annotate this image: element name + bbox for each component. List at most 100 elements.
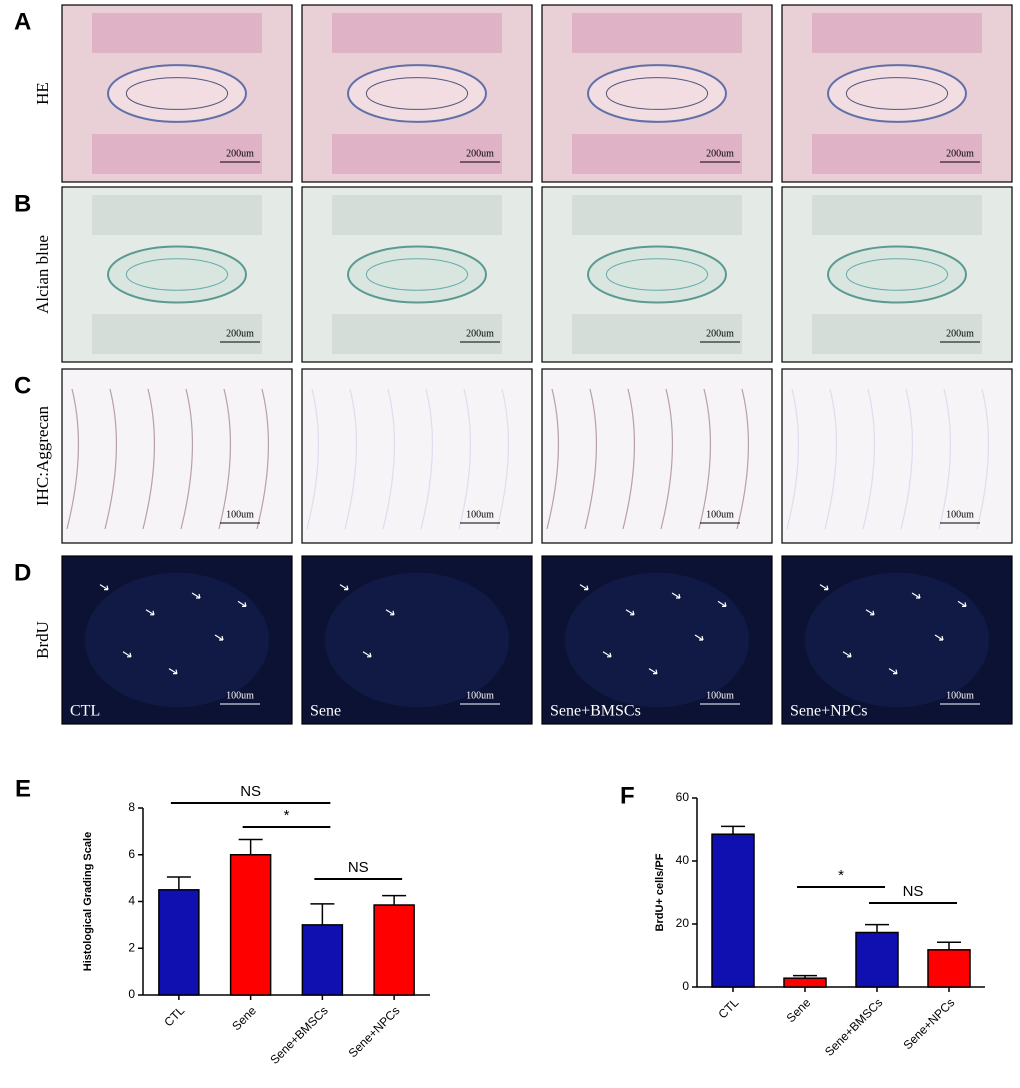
scale-label: 100um: [466, 509, 494, 520]
tissue-strand: [736, 388, 750, 530]
panel-letter: D: [14, 559, 31, 586]
bar: [783, 977, 827, 988]
disc: [827, 245, 967, 304]
arrow: [694, 634, 704, 641]
scale-label: 100um: [226, 509, 254, 520]
disc: [347, 64, 487, 123]
x-tick-label: CTL: [161, 1003, 187, 1029]
nucleus: [125, 77, 229, 110]
tissue-strand: [496, 388, 510, 530]
significance-label: NS: [240, 783, 261, 800]
tissue-strand: [786, 388, 800, 530]
tissue-strand: [420, 388, 434, 530]
row-label: IHC:Aggrecan: [33, 405, 52, 506]
scale-label: 200um: [706, 148, 734, 159]
scale-label: 100um: [466, 690, 494, 701]
bar: [373, 904, 415, 996]
arrow: [579, 584, 589, 591]
y-tick-label: 40: [676, 853, 690, 867]
disc: [587, 245, 727, 304]
arrow: [191, 592, 201, 599]
tissue-strand: [218, 388, 232, 530]
y-tick-label: 8: [128, 800, 135, 814]
nucleus: [125, 258, 229, 291]
arrow: [602, 651, 612, 658]
scale-label: 200um: [946, 328, 974, 339]
tissue-strand: [306, 388, 320, 530]
nucleus: [845, 77, 949, 110]
arrow: [362, 651, 372, 658]
panel-letter: A: [14, 8, 31, 35]
scale-label: 100um: [946, 509, 974, 520]
arrow: [888, 668, 898, 675]
arrow: [842, 651, 852, 658]
bone-band: [92, 13, 262, 53]
tissue-strand: [458, 388, 472, 530]
tissue-strand: [900, 388, 914, 530]
row-label: HE: [33, 82, 52, 105]
disc: [107, 64, 247, 123]
arrow: [648, 668, 658, 675]
arrow: [957, 600, 967, 607]
y-axis-label: Histological Grading Scale: [82, 832, 94, 971]
y-axis-label: BrdU+ cells/PF: [654, 853, 666, 931]
bar: [301, 924, 344, 996]
disc: [347, 245, 487, 304]
arrow: [717, 600, 727, 607]
significance-label: *: [838, 867, 844, 884]
bone-band: [572, 195, 742, 235]
arrow: [865, 609, 875, 616]
y-tick-label: 20: [676, 916, 690, 930]
x-tick-label: Sene+BMSCs: [267, 1003, 330, 1066]
nucleus: [605, 77, 709, 110]
x-tick-label: Sene: [229, 1003, 259, 1033]
tissue-strand: [622, 388, 636, 530]
scale-label: 100um: [706, 509, 734, 520]
bar: [158, 889, 200, 996]
arrow: [237, 600, 247, 607]
bone-band: [572, 13, 742, 53]
row-label: BrdU: [33, 621, 52, 659]
tissue-strand: [546, 388, 560, 530]
arrow: [214, 634, 224, 641]
tissue-glow: [325, 572, 509, 708]
x-tick-label: CTL: [715, 995, 741, 1021]
micrograph: [61, 368, 293, 544]
disc: [827, 64, 967, 123]
bone-band: [812, 13, 982, 53]
group-label: CTL: [70, 703, 100, 720]
tissue-strand: [382, 388, 396, 530]
tissue-strand: [976, 388, 990, 530]
bar: [229, 854, 272, 996]
scale-label: 200um: [466, 148, 494, 159]
tissue-strand: [824, 388, 838, 530]
row-label: Alcian blue: [33, 235, 52, 314]
tissue-glow: [565, 572, 749, 708]
disc: [107, 245, 247, 304]
nucleus: [605, 258, 709, 291]
arrow: [934, 634, 944, 641]
x-tick-label: Sene+NPCs: [346, 1003, 403, 1060]
tissue-strand: [938, 388, 952, 530]
bone-band: [92, 134, 262, 174]
tissue-strand: [180, 388, 194, 530]
scale-label: 200um: [226, 328, 254, 339]
tissue-strand: [698, 388, 712, 530]
x-tick-label: Sene+NPCs: [901, 995, 958, 1052]
panel-letter: E: [15, 775, 31, 802]
arrow: [122, 651, 132, 658]
scale-label: 200um: [706, 328, 734, 339]
y-tick-label: 0: [682, 979, 689, 993]
arrow: [671, 592, 681, 599]
arrow: [819, 584, 829, 591]
tissue-strand: [256, 388, 270, 530]
tissue-strand: [862, 388, 876, 530]
bone-band: [812, 134, 982, 174]
bar: [855, 931, 899, 988]
tissue-strand: [584, 388, 598, 530]
group-label: Sene+NPCs: [790, 703, 867, 720]
bone-band: [812, 314, 982, 354]
bone-band: [332, 13, 502, 53]
